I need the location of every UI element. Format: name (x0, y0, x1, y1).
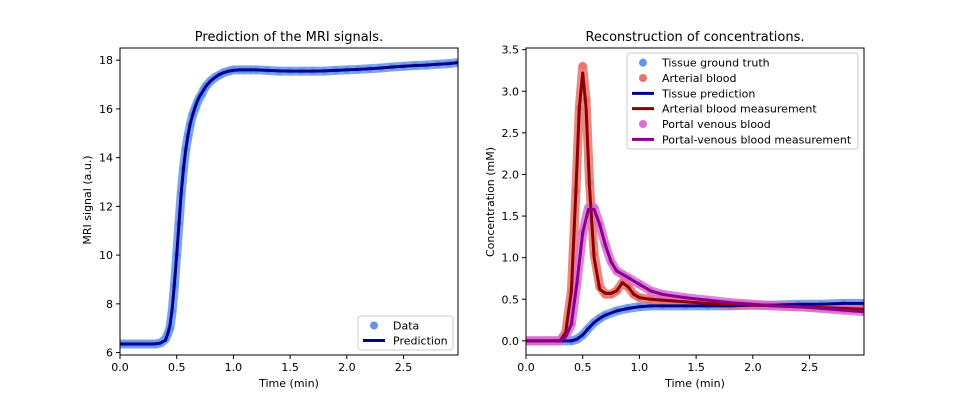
legend-item: Arterial blood measurement (632, 103, 817, 116)
y-axis-ticks: 6 8 10 12 14 16 18 (99, 54, 120, 360)
legend-label: Tissue prediction (661, 87, 755, 100)
legend-marker (639, 120, 647, 128)
y-tick-label: 8 (106, 298, 113, 311)
y-tick-label: 3.0 (502, 85, 520, 98)
chart-title: Prediction of the MRI signals. (195, 30, 383, 45)
x-axis-label: Time (min) (664, 377, 725, 390)
legend: Data Prediction (357, 315, 454, 351)
legend-item: Arterial blood (639, 72, 736, 85)
y-tick-label: 0.0 (502, 335, 520, 348)
y-tick-label: 10 (99, 249, 113, 262)
x-axis-ticks: 0.0 0.5 1.0 1.5 2.0 2.5 (111, 355, 412, 374)
x-tick-label: 1.0 (631, 361, 649, 374)
legend-item: Portal venous blood (639, 118, 771, 131)
plot-area (526, 61, 864, 346)
y-tick-label: 1.0 (502, 252, 520, 265)
x-axis-ticks: 0.0 0.5 1.0 1.5 2.0 2.5 (517, 355, 818, 374)
legend-item: Tissue prediction (632, 87, 755, 100)
legend-item: Data (370, 320, 419, 333)
y-axis-label: Concentration (mM) (484, 147, 497, 257)
x-tick-label: 2.0 (338, 361, 356, 374)
x-axis-label: Time (min) (258, 377, 319, 390)
y-tick-label: 3.5 (502, 44, 520, 57)
legend-item: Portal-venous blood measurement (632, 133, 852, 146)
axes-frame (525, 47, 865, 356)
x-tick-label: 0.5 (574, 361, 592, 374)
legend-item: Tissue ground truth (639, 57, 770, 70)
legend-label: Portal-venous blood measurement (662, 133, 852, 146)
x-tick-label: 1.5 (687, 361, 705, 374)
legend-marker (370, 321, 378, 330)
legend-label: Prediction (393, 335, 448, 348)
x-tick-label: 0.0 (111, 361, 129, 374)
mri-signal-chart: Prediction of the MRI signals. 0.0 0.5 1.0… (81, 30, 459, 390)
series-line-portal-venous-blood-measurement (526, 207, 864, 343)
x-tick-label: 1.5 (281, 361, 299, 374)
x-tick-label: 2.0 (744, 361, 762, 374)
y-axis-ticks: 0.0 0.5 1.0 1.5 2.0 2.5 3.0 3.5 (502, 44, 526, 348)
y-tick-label: 2.5 (502, 127, 520, 140)
concentration-chart: Reconstruction of concentrations. 0.0 0.5… (484, 30, 865, 390)
legend-item: Prediction (363, 335, 448, 348)
legend-label: Portal venous blood (662, 118, 771, 131)
legend-label: Arterial blood measurement (662, 103, 817, 116)
legend: Tissue ground truth Arterial blood Tissue … (626, 52, 859, 150)
y-tick-label: 6 (106, 347, 113, 360)
axes-border (525, 47, 865, 356)
plot-area (120, 58, 458, 349)
x-tick-label: 0.5 (168, 361, 186, 374)
legend-marker (639, 74, 647, 82)
legend-label: Arterial blood (662, 72, 736, 85)
y-tick-label: 14 (99, 152, 113, 165)
axes-border (119, 47, 459, 356)
x-tick-label: 2.5 (801, 361, 819, 374)
series-line-prediction (120, 61, 458, 346)
y-tick-label: 12 (99, 200, 113, 213)
y-tick-label: 16 (99, 103, 113, 116)
legend-marker (639, 58, 647, 67)
data-point (579, 62, 587, 70)
axes-frame (119, 47, 459, 356)
y-tick-label: 2.0 (502, 168, 520, 181)
y-tick-label: 0.5 (502, 293, 520, 306)
x-tick-label: 0.0 (517, 361, 535, 374)
legend-box (626, 52, 859, 150)
y-tick-label: 1.5 (502, 210, 520, 223)
y-tick-label: 18 (99, 54, 113, 67)
chart-title: Reconstruction of concentrations. (585, 30, 804, 45)
legend-label: Data (393, 320, 419, 333)
legend-label: Tissue ground truth (661, 57, 770, 70)
y-axis-label: MRI signal (a.u.) (81, 155, 94, 244)
x-tick-label: 2.5 (395, 361, 413, 374)
x-tick-label: 1.0 (225, 361, 243, 374)
